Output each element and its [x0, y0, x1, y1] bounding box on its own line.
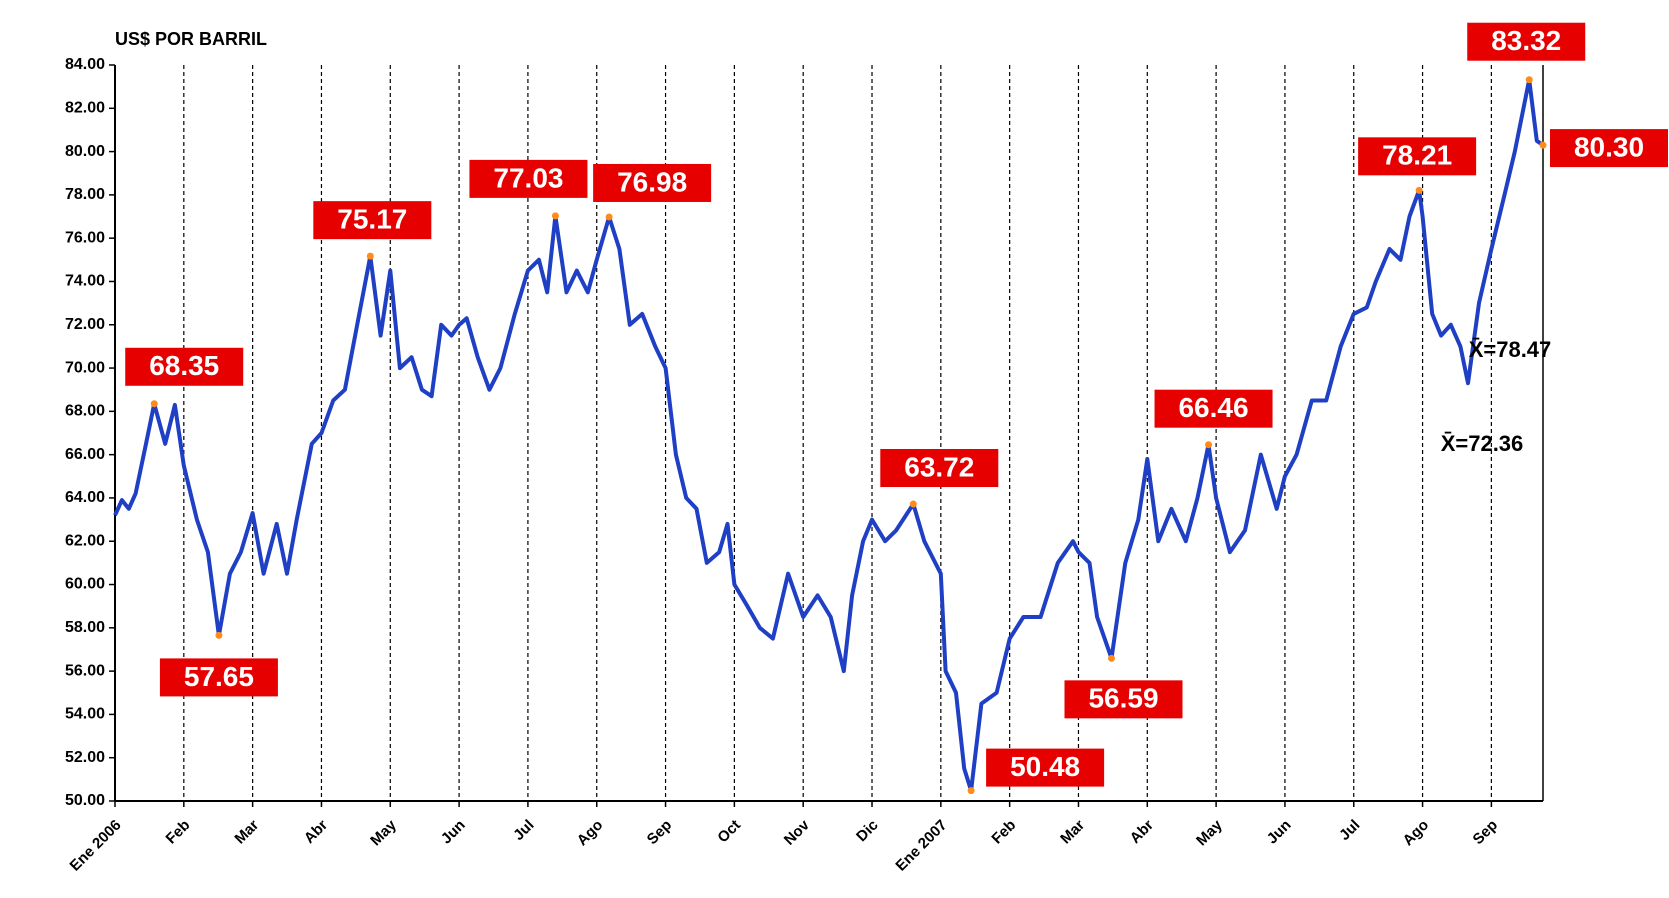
- x-tick-label: Ene 2007: [892, 817, 950, 875]
- label-box: [880, 449, 999, 488]
- y-tick-label: 50.00: [65, 792, 105, 809]
- peak-marker: [1525, 76, 1533, 84]
- peak-marker: [150, 400, 158, 408]
- peak-marker: [366, 252, 374, 260]
- peak-marker: [551, 212, 559, 220]
- label-box: [593, 163, 712, 202]
- value-label: 77.03: [493, 162, 563, 193]
- x-tick-label: Sep: [644, 817, 675, 848]
- y-tick-label: 78.00: [65, 186, 105, 203]
- label-box: [1064, 680, 1183, 719]
- label-box: [159, 658, 278, 697]
- value-label: 78.21: [1382, 140, 1452, 171]
- value-label: 68.35: [149, 350, 219, 381]
- x-tick-label: Jul: [510, 817, 537, 844]
- x-tick-label: Dic: [853, 817, 882, 846]
- label-box: [1467, 22, 1586, 61]
- peak-marker: [1539, 141, 1547, 149]
- value-label: 66.46: [1178, 392, 1248, 423]
- mean-label: X̄=78.47: [1469, 337, 1552, 362]
- y-tick-label: 62.00: [65, 532, 105, 549]
- y-tick-label: 76.00: [65, 229, 105, 246]
- price-line: [113, 77, 1545, 793]
- value-label: 83.32: [1491, 25, 1561, 56]
- y-tick-label: 80.00: [65, 143, 105, 160]
- label-box: [469, 159, 588, 198]
- peak-marker: [967, 787, 975, 795]
- label-box: [313, 201, 432, 240]
- x-tick-label: Ago: [1400, 817, 1433, 850]
- value-label: 75.17: [337, 204, 407, 235]
- x-tick-label: Abr: [1127, 817, 1157, 847]
- peak-marker: [1205, 441, 1213, 449]
- peak-marker: [1108, 654, 1116, 662]
- x-tick-label: Jun: [1264, 817, 1295, 848]
- x-tick-label: Sep: [1470, 817, 1501, 848]
- x-tick-label: May: [367, 816, 400, 849]
- y-tick-label: 70.00: [65, 359, 105, 376]
- peak-marker: [605, 213, 613, 221]
- x-tick-label: Ene 2006: [67, 817, 125, 875]
- value-label: 50.48: [1010, 751, 1080, 782]
- peak-marker: [215, 631, 223, 639]
- label-box: [1154, 389, 1273, 428]
- value-label: 63.72: [904, 451, 974, 482]
- y-tick-label: 54.00: [65, 706, 105, 723]
- x-tick-label: May: [1193, 816, 1226, 849]
- y-tick-label: 56.00: [65, 662, 105, 679]
- x-tick-label: Jul: [1336, 817, 1363, 844]
- x-tick-label: Jun: [438, 817, 469, 848]
- x-tick-label: Ago: [574, 817, 607, 850]
- value-label: 57.65: [184, 661, 254, 692]
- y-tick-label: 74.00: [65, 273, 105, 290]
- label-box: [986, 748, 1105, 787]
- y-tick-label: 68.00: [65, 403, 105, 420]
- label-box: [1358, 137, 1477, 176]
- y-tick-label: 72.00: [65, 316, 105, 333]
- y-tick-label: 58.00: [65, 619, 105, 636]
- peak-marker: [909, 500, 917, 508]
- y-tick-label: 52.00: [65, 749, 105, 766]
- x-tick-label: Mar: [231, 817, 262, 848]
- label-box: [1550, 129, 1668, 168]
- y-tick-label: 84.00: [65, 56, 105, 73]
- x-tick-label: Mar: [1057, 817, 1088, 848]
- label-box: [125, 347, 244, 386]
- value-label: 76.98: [617, 166, 687, 197]
- y-tick-label: 82.00: [65, 100, 105, 117]
- value-label: 80.30: [1574, 131, 1644, 162]
- x-tick-label: Feb: [163, 817, 194, 848]
- x-tick-label: Feb: [988, 817, 1019, 848]
- x-tick-label: Nov: [781, 816, 814, 849]
- x-tick-label: Abr: [301, 817, 331, 847]
- y-tick-label: 60.00: [65, 576, 105, 593]
- x-tick-label: Oct: [714, 817, 744, 847]
- peak-marker: [1415, 186, 1423, 194]
- value-label: 56.59: [1088, 683, 1158, 714]
- chart-title: US$ POR BARRIL: [115, 29, 267, 49]
- y-tick-label: 66.00: [65, 446, 105, 463]
- mean-label: X̄=72.36: [1441, 431, 1524, 456]
- y-tick-label: 64.00: [65, 489, 105, 506]
